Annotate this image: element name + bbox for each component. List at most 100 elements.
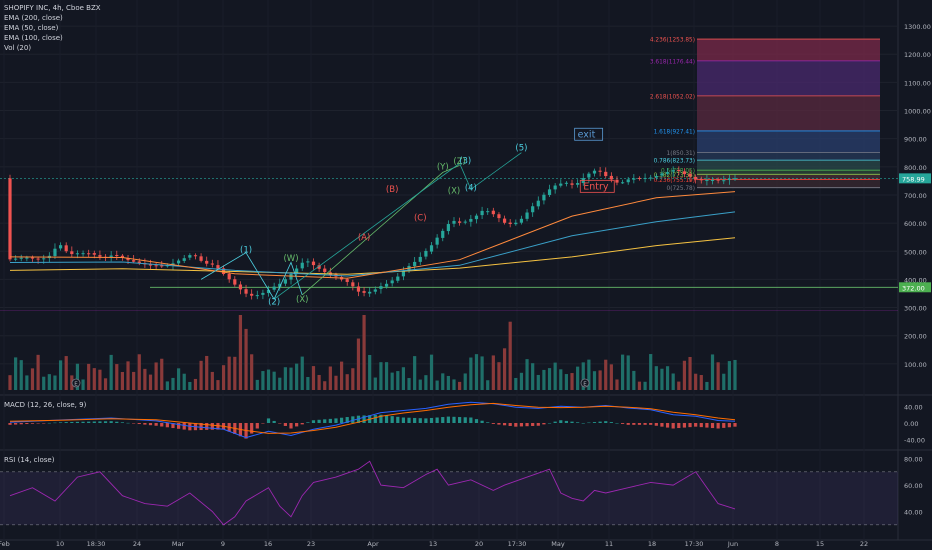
macd-histogram-bar [255, 423, 259, 429]
macd-histogram-bar [671, 423, 675, 429]
candle [654, 175, 658, 178]
candle [75, 253, 80, 255]
wave-label: (B) [386, 185, 398, 195]
wave-label: (A) [358, 233, 370, 243]
macd-histogram-bar [25, 423, 29, 425]
macd-histogram-bar [570, 421, 574, 423]
volume-bar [345, 374, 349, 390]
candle [87, 253, 91, 255]
candle [649, 177, 653, 179]
candle [497, 214, 501, 219]
macd-histogram-bar [413, 417, 417, 423]
macd-histogram-bar [592, 422, 597, 423]
macd-histogram-bar [81, 421, 85, 423]
volume-bar [188, 381, 192, 390]
x-tick-label: 11 [605, 540, 613, 548]
candle [126, 258, 130, 261]
macd-histogram-bar [716, 423, 720, 429]
wave-label: (1) [240, 246, 252, 256]
volume-bar [486, 380, 490, 390]
macd-histogram-bar [356, 415, 361, 423]
candle [384, 283, 389, 287]
candle [25, 257, 29, 259]
candle [188, 255, 192, 258]
last-price-badge: 758.99 [902, 175, 925, 183]
rsi-y-tick: 40.00 [904, 509, 923, 517]
earnings-marker [580, 378, 590, 388]
rsi-line [9, 460, 736, 526]
x-tick-label: 22 [860, 540, 868, 548]
macd-histogram-bar [379, 414, 383, 423]
macd-histogram-bar [362, 415, 366, 423]
fib-band [697, 174, 880, 180]
macd-y-tick: -40.00 [904, 437, 925, 445]
volume-bar [508, 321, 512, 390]
volume-bar [705, 381, 709, 390]
candle [559, 183, 563, 186]
y-tick-label: 600.00 [904, 220, 927, 228]
macd-histogram-bar [727, 423, 731, 428]
volume-bar [626, 355, 630, 390]
candle [694, 176, 698, 180]
fib-band [697, 60, 880, 96]
volume-bar [525, 359, 529, 390]
volume-bar [58, 360, 63, 390]
volume-bar [177, 368, 181, 390]
macd-histogram-bar [424, 418, 428, 423]
candle [255, 295, 259, 297]
candle [356, 286, 361, 292]
macd-histogram-bar [396, 416, 400, 423]
candle [58, 245, 63, 249]
volume-bar [120, 371, 125, 390]
volume-bar [514, 377, 518, 390]
volume-bar [441, 373, 445, 390]
candle [120, 255, 125, 258]
candle [278, 283, 282, 287]
macd-histogram-bar [486, 422, 490, 423]
macd-histogram-bar [699, 423, 703, 428]
volume-bar [547, 368, 552, 390]
macd-histogram-bar [643, 423, 647, 425]
candle [514, 222, 518, 225]
macd-histogram-bar [694, 423, 698, 427]
y-tick-label: 100.00 [904, 361, 927, 369]
volume-bar [266, 369, 271, 390]
y-tick-label: 300.00 [904, 305, 927, 313]
macd-histogram-bar [177, 423, 181, 429]
volume-bar [458, 381, 462, 390]
macd-histogram-bar [339, 417, 344, 423]
macd-histogram-bar [660, 423, 664, 427]
macd-histogram-bar [8, 423, 12, 425]
volume-bar [677, 381, 681, 390]
candle [531, 206, 535, 213]
macd-histogram-bar [53, 422, 57, 424]
x-tick-label: Apr [367, 540, 379, 548]
candle [604, 171, 608, 177]
wave-label: (5) [515, 143, 527, 153]
volume-bar [463, 373, 467, 390]
macd-histogram-bar [502, 423, 507, 426]
fib-level-label: 0.786(823.73) [654, 159, 695, 165]
support-price-badge: 372.00 [902, 284, 925, 292]
volume-bar [193, 378, 198, 390]
x-tick-label: 20 [475, 540, 483, 548]
macd-histogram-bar [216, 423, 220, 430]
volume-bar [384, 362, 389, 390]
candle [199, 256, 203, 261]
macd-histogram-bar [452, 416, 456, 423]
volume-bar [295, 363, 299, 390]
macd-histogram-bar [289, 423, 293, 429]
volume-bar [413, 356, 417, 390]
volume-bar [727, 361, 731, 390]
candle [36, 258, 40, 260]
macd-histogram-bar [58, 422, 63, 423]
candle [115, 255, 119, 257]
fib-level-label: 0.382(773.38) [654, 173, 695, 179]
y-tick-label: 1300.00 [904, 23, 931, 31]
macd-histogram-bar [587, 422, 591, 424]
macd-histogram-bar [688, 423, 692, 428]
volume-bar [8, 375, 12, 390]
macd-histogram-bar [553, 421, 557, 423]
candles [8, 166, 737, 300]
